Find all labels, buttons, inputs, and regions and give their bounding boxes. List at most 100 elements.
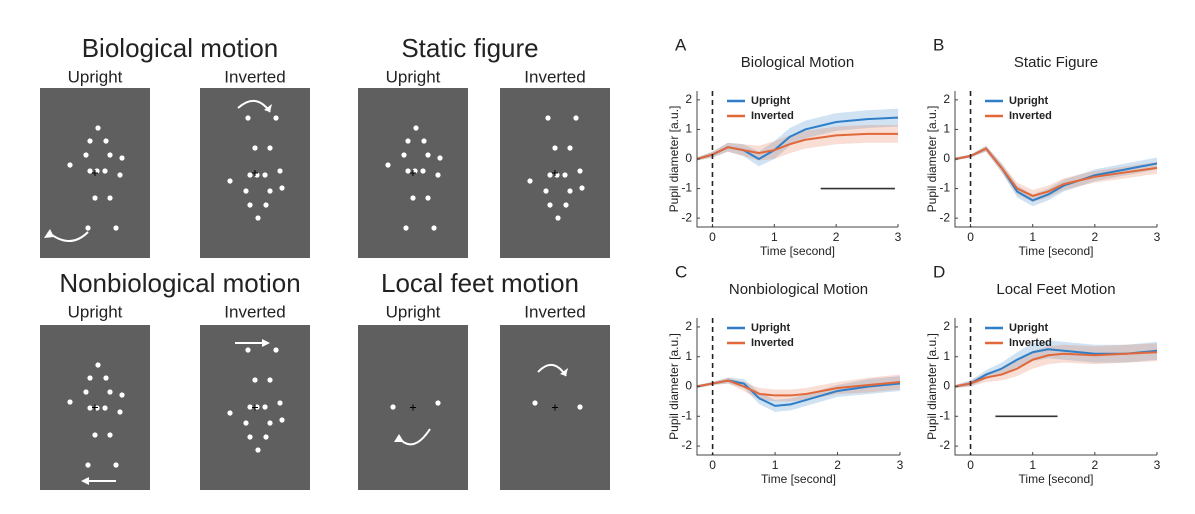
point-light <box>277 400 283 406</box>
data-line <box>954 147 1158 198</box>
legend-label: Upright <box>751 322 790 334</box>
point-light <box>554 172 560 178</box>
point-light <box>263 434 269 440</box>
point-light <box>545 115 551 121</box>
y-tick-label: -1 <box>939 408 950 422</box>
x-axis-label: Time [second] <box>1019 472 1094 486</box>
error-band <box>955 145 1157 202</box>
point-light <box>267 377 273 383</box>
point-light <box>547 172 553 178</box>
point-light <box>254 172 260 178</box>
x-tick-label: 0 <box>967 458 974 472</box>
x-tick-label: 1 <box>1029 230 1036 244</box>
panel-label: Inverted <box>524 302 585 321</box>
arrow-head <box>81 477 89 485</box>
axis-box <box>696 318 900 456</box>
point-light <box>87 138 93 144</box>
point-light <box>67 162 73 168</box>
fixation-cross <box>552 170 558 176</box>
legend-label: Inverted <box>1009 110 1052 122</box>
point-light <box>567 188 573 194</box>
point-light <box>247 434 253 440</box>
stimulus-title: Nonbiological motion <box>59 268 300 298</box>
y-tick-label: -2 <box>939 438 950 452</box>
point-light <box>107 432 113 438</box>
fixation-cross <box>410 170 416 176</box>
point-light <box>247 404 253 410</box>
point-light <box>563 202 569 208</box>
point-light <box>385 162 391 168</box>
point-light <box>273 347 279 353</box>
y-tick-label: 0 <box>943 379 950 393</box>
legend-label: Inverted <box>751 337 794 349</box>
point-light <box>94 168 100 174</box>
x-axis-label: Time [second] <box>1019 244 1094 258</box>
point-light <box>412 168 418 174</box>
panel-label: Upright <box>68 67 123 86</box>
arrow-head <box>560 368 568 376</box>
point-light <box>573 115 579 121</box>
point-light <box>277 168 283 174</box>
point-light <box>245 115 251 121</box>
point-light <box>267 188 273 194</box>
y-tick-label: 2 <box>943 92 950 106</box>
y-tick-label: 0 <box>685 379 692 393</box>
point-light <box>247 202 253 208</box>
point-light <box>117 409 123 415</box>
point-light <box>227 178 233 184</box>
point-light <box>532 400 538 406</box>
x-tick-label: 0 <box>709 230 716 244</box>
x-tick-label: 1 <box>771 230 778 244</box>
x-axis-label: Time [second] <box>760 244 835 258</box>
panel-label: Inverted <box>524 67 585 86</box>
point-light <box>245 347 251 353</box>
y-tick-label: 2 <box>685 319 692 333</box>
x-tick-label: 3 <box>895 230 902 244</box>
data-line <box>696 132 898 160</box>
y-tick-label: 2 <box>685 92 692 106</box>
arrow-head <box>262 339 270 347</box>
point-light <box>87 405 93 411</box>
y-axis-label: Pupil diameter [a.u.] <box>667 106 681 213</box>
point-light <box>85 225 91 231</box>
x-tick-label: 2 <box>1092 458 1099 472</box>
point-light <box>267 145 273 151</box>
point-light <box>405 138 411 144</box>
point-light <box>113 462 119 468</box>
y-tick-label: -1 <box>681 181 692 195</box>
point-light <box>95 125 101 131</box>
x-tick-label: 0 <box>967 230 974 244</box>
stimulus-title: Biological motion <box>82 33 279 63</box>
point-light <box>87 168 93 174</box>
arrow-head <box>394 434 404 442</box>
point-light <box>420 168 426 174</box>
point-light <box>425 152 431 158</box>
point-light <box>87 375 93 381</box>
x-tick-label: 2 <box>834 458 841 472</box>
point-light <box>92 195 98 201</box>
y-tick-label: 1 <box>685 349 692 363</box>
y-axis-label: Pupil diameter [a.u.] <box>925 333 939 440</box>
point-light <box>252 145 258 151</box>
y-tick-label: 1 <box>943 122 950 136</box>
error-band <box>697 374 900 402</box>
chart-title: Local Feet Motion <box>996 281 1115 298</box>
fixation-cross <box>252 404 258 411</box>
point-light <box>273 115 279 121</box>
fixation-cross <box>410 404 416 411</box>
fixation-cross <box>92 404 98 411</box>
error-band <box>697 376 900 412</box>
point-light <box>547 202 553 208</box>
point-light <box>252 377 258 383</box>
stimulus-title: Local feet motion <box>381 268 579 298</box>
point-light <box>562 172 568 178</box>
point-light <box>113 225 119 231</box>
panel-label: Inverted <box>224 67 285 86</box>
point-light <box>83 389 89 395</box>
point-light <box>267 420 273 426</box>
point-light <box>390 404 396 410</box>
point-light <box>227 410 233 416</box>
y-tick-label: -1 <box>681 408 692 422</box>
point-light <box>85 462 91 468</box>
